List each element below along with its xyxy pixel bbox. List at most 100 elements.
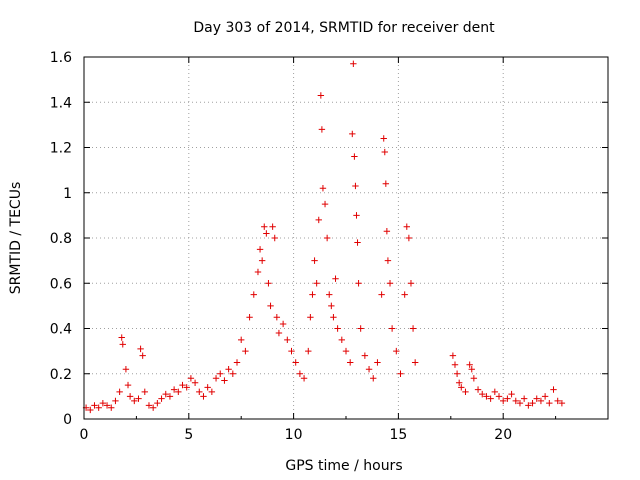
data-point [328, 302, 335, 310]
data-point [520, 395, 528, 402]
data-point [139, 352, 146, 359]
data-point [495, 393, 503, 400]
data-point [305, 347, 312, 355]
axis-ticks: 0 5 10 15 20 0 0.2 0.4 0.6 0.8 1 1.2 1.4 1.6 [50, 50, 608, 443]
y-tick-label: 1 [63, 186, 72, 202]
data-point [380, 135, 387, 142]
data-point [162, 390, 169, 398]
data-point [403, 223, 410, 230]
data-point [342, 347, 350, 355]
data-point [533, 395, 540, 402]
data-point [279, 320, 287, 328]
y-tick-label: 1.6 [50, 50, 72, 66]
data-point [261, 223, 268, 230]
data-point [116, 388, 123, 396]
data-point [405, 234, 413, 242]
data-point [250, 291, 257, 298]
data-point [455, 379, 463, 386]
data-point [311, 257, 318, 264]
data-point [321, 200, 329, 208]
data-point [378, 291, 385, 298]
data-point [267, 302, 274, 310]
x-tick-label: 15 [389, 427, 407, 443]
x-tick-label: 0 [80, 427, 89, 443]
data-point [126, 393, 134, 400]
data-point [221, 377, 228, 384]
data-point [338, 336, 346, 344]
y-axis-label: SRMTID / TECUs [8, 182, 24, 295]
data-point [334, 325, 341, 332]
data-point [242, 347, 249, 355]
data-point [479, 390, 486, 398]
data-point [451, 361, 459, 368]
data-point [411, 359, 419, 366]
data-point [330, 313, 337, 321]
data-point [313, 280, 320, 287]
data-point [288, 347, 295, 355]
data-point [483, 393, 490, 400]
data-point [397, 370, 404, 377]
data-point [365, 366, 373, 373]
data-point [470, 375, 478, 382]
data-point [292, 359, 299, 366]
data-point [350, 60, 357, 67]
data-point [529, 399, 536, 407]
data-point [91, 402, 98, 409]
data-point [122, 366, 130, 373]
x-tick-label: 5 [184, 427, 193, 443]
data-point [263, 230, 270, 237]
data-point [131, 397, 138, 405]
data-point [500, 397, 507, 405]
data-point [309, 291, 316, 298]
data-point [361, 352, 369, 359]
data-point [119, 341, 126, 348]
data-point [323, 234, 331, 242]
data-point [196, 388, 203, 396]
data-point [525, 402, 532, 409]
data-point [137, 345, 144, 353]
data-point [315, 216, 322, 224]
data-point [508, 390, 515, 398]
data-point [145, 402, 153, 409]
y-tick-label: 1.4 [50, 95, 72, 111]
data-point [491, 388, 499, 396]
data-point [103, 402, 111, 409]
data-point [300, 375, 308, 382]
data-point [108, 404, 115, 411]
data-point [458, 384, 465, 391]
y-tick-label: 0.8 [50, 231, 72, 247]
data-point [474, 386, 482, 393]
x-tick-label: 10 [285, 427, 303, 443]
data-point [381, 148, 388, 156]
data-point [307, 313, 314, 321]
data-point [166, 393, 174, 400]
data-point [349, 130, 356, 138]
data-point [135, 395, 142, 402]
data-point [95, 404, 102, 411]
data-point [187, 375, 195, 382]
data-point [254, 268, 262, 276]
x-tick-label: 20 [494, 427, 512, 443]
data-point [319, 185, 327, 192]
data-point [541, 393, 549, 400]
data-point [246, 313, 253, 321]
data-point [183, 384, 190, 391]
data-point [546, 399, 553, 407]
data-point [256, 246, 264, 253]
data-point [258, 257, 266, 264]
data-point [118, 334, 125, 341]
data-point [124, 381, 132, 389]
data-point [504, 395, 511, 402]
y-tick-label: 0 [63, 412, 72, 428]
data-point [212, 375, 220, 382]
data-point [401, 291, 408, 298]
data-point [487, 395, 494, 402]
data-point [179, 381, 186, 389]
data-point [374, 359, 381, 366]
data-point [175, 388, 182, 396]
x-axis-label: GPS time / hours [285, 458, 402, 474]
data-point [208, 388, 216, 396]
data-point [154, 399, 161, 407]
data-point [332, 275, 339, 282]
